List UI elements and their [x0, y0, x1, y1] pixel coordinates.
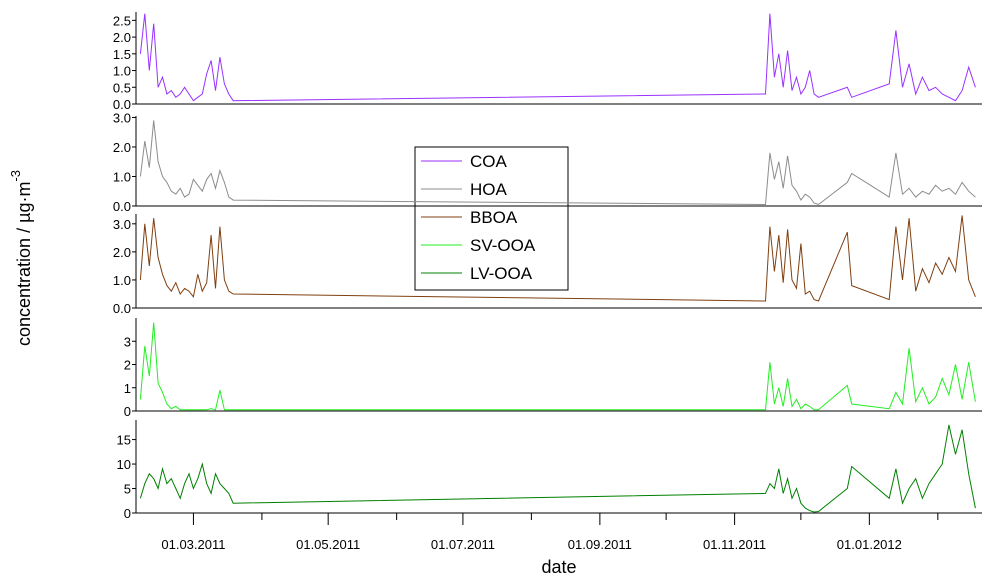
- y-tick-label: 15: [117, 433, 131, 448]
- y-tick-label: 5: [124, 482, 131, 497]
- y-tick-label: 1: [124, 381, 131, 396]
- y-tick-label: 0.0: [113, 301, 131, 316]
- y-tick-label: 2: [124, 358, 131, 373]
- y-tick-label: 1.0: [113, 169, 131, 184]
- series-line: [139, 120, 976, 206]
- x-tick-label: 01.05.2011: [296, 537, 360, 552]
- y-tick-label: 10: [117, 457, 131, 472]
- legend-box: [414, 146, 569, 291]
- series-line: [139, 424, 976, 513]
- x-axis-label: date: [541, 557, 576, 577]
- series-line: [139, 322, 976, 411]
- y-axis-label-sup: -3: [8, 170, 23, 182]
- y-tick-label: 2.5: [113, 13, 131, 28]
- series-line: [139, 13, 976, 102]
- y-tick-label: 3.0: [113, 217, 131, 232]
- legend-label: BBOA: [470, 208, 518, 227]
- legend-label: HOA: [470, 180, 508, 199]
- legend-label: SV-OOA: [470, 236, 536, 255]
- x-tick-label: 01.11.2011: [703, 537, 766, 552]
- y-tick-label: 2.0: [113, 245, 131, 260]
- x-tick-label: 01.01.2012: [837, 537, 902, 552]
- legend-label: LV-OOA: [470, 264, 533, 283]
- legend-label: COA: [470, 152, 508, 171]
- x-tick-label: 01.09.2011: [568, 537, 632, 552]
- y-axis-label: concentration / µg·m-3: [8, 170, 34, 346]
- series-line: [139, 215, 976, 302]
- y-tick-label: 1.0: [113, 64, 131, 79]
- y-tick-label: 2.0: [113, 30, 131, 45]
- y-tick-label: 1.5: [113, 47, 131, 62]
- y-tick-label: 0.5: [113, 80, 131, 95]
- y-tick-label: 3.0: [113, 110, 131, 125]
- y-axis-label-text: concentration / µg·m: [14, 182, 34, 346]
- y-tick-label: 0: [124, 404, 131, 419]
- y-tick-label: 0.0: [113, 97, 131, 112]
- y-tick-label: 0.0: [113, 199, 131, 214]
- x-tick-label: 01.03.2011: [161, 537, 225, 552]
- x-tick-label: 01.07.2011: [431, 537, 495, 552]
- y-tick-label: 0: [124, 506, 131, 521]
- y-tick-label: 1.0: [113, 273, 131, 288]
- y-tick-label: 2.0: [113, 140, 131, 155]
- y-tick-label: 3: [124, 334, 131, 349]
